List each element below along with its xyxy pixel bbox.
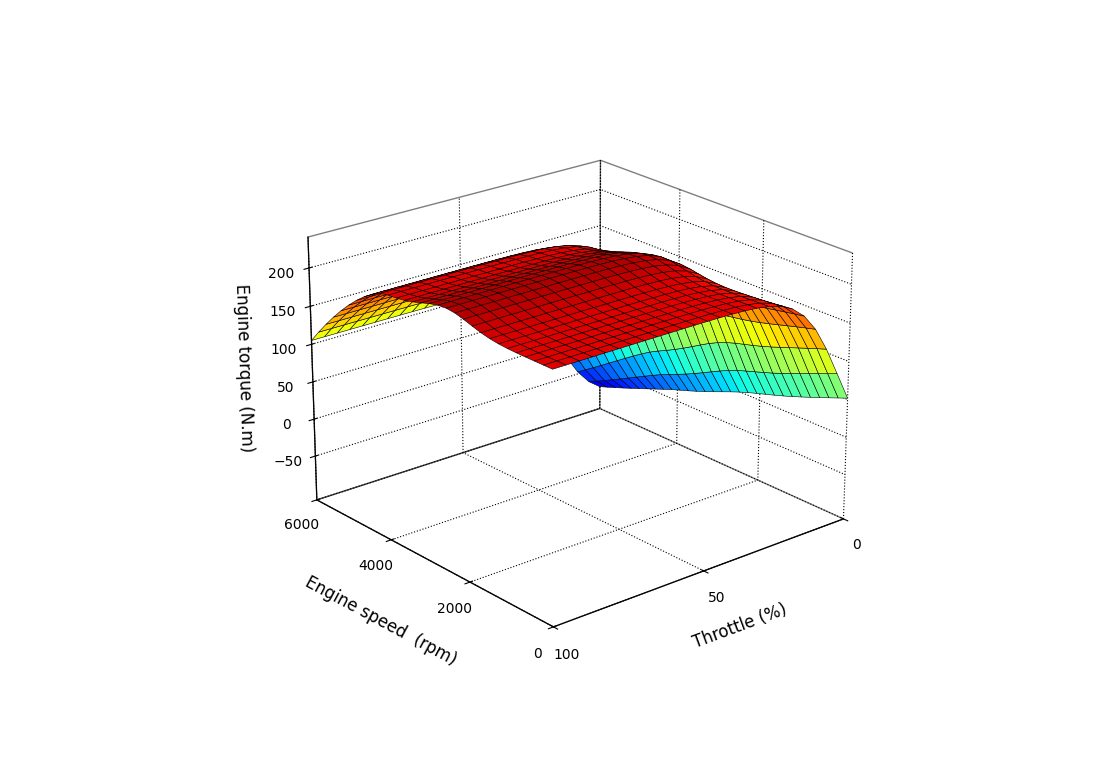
Y-axis label: Engine speed  (rpm): Engine speed (rpm) — [302, 573, 460, 669]
X-axis label: Throttle (%): Throttle (%) — [690, 601, 789, 652]
